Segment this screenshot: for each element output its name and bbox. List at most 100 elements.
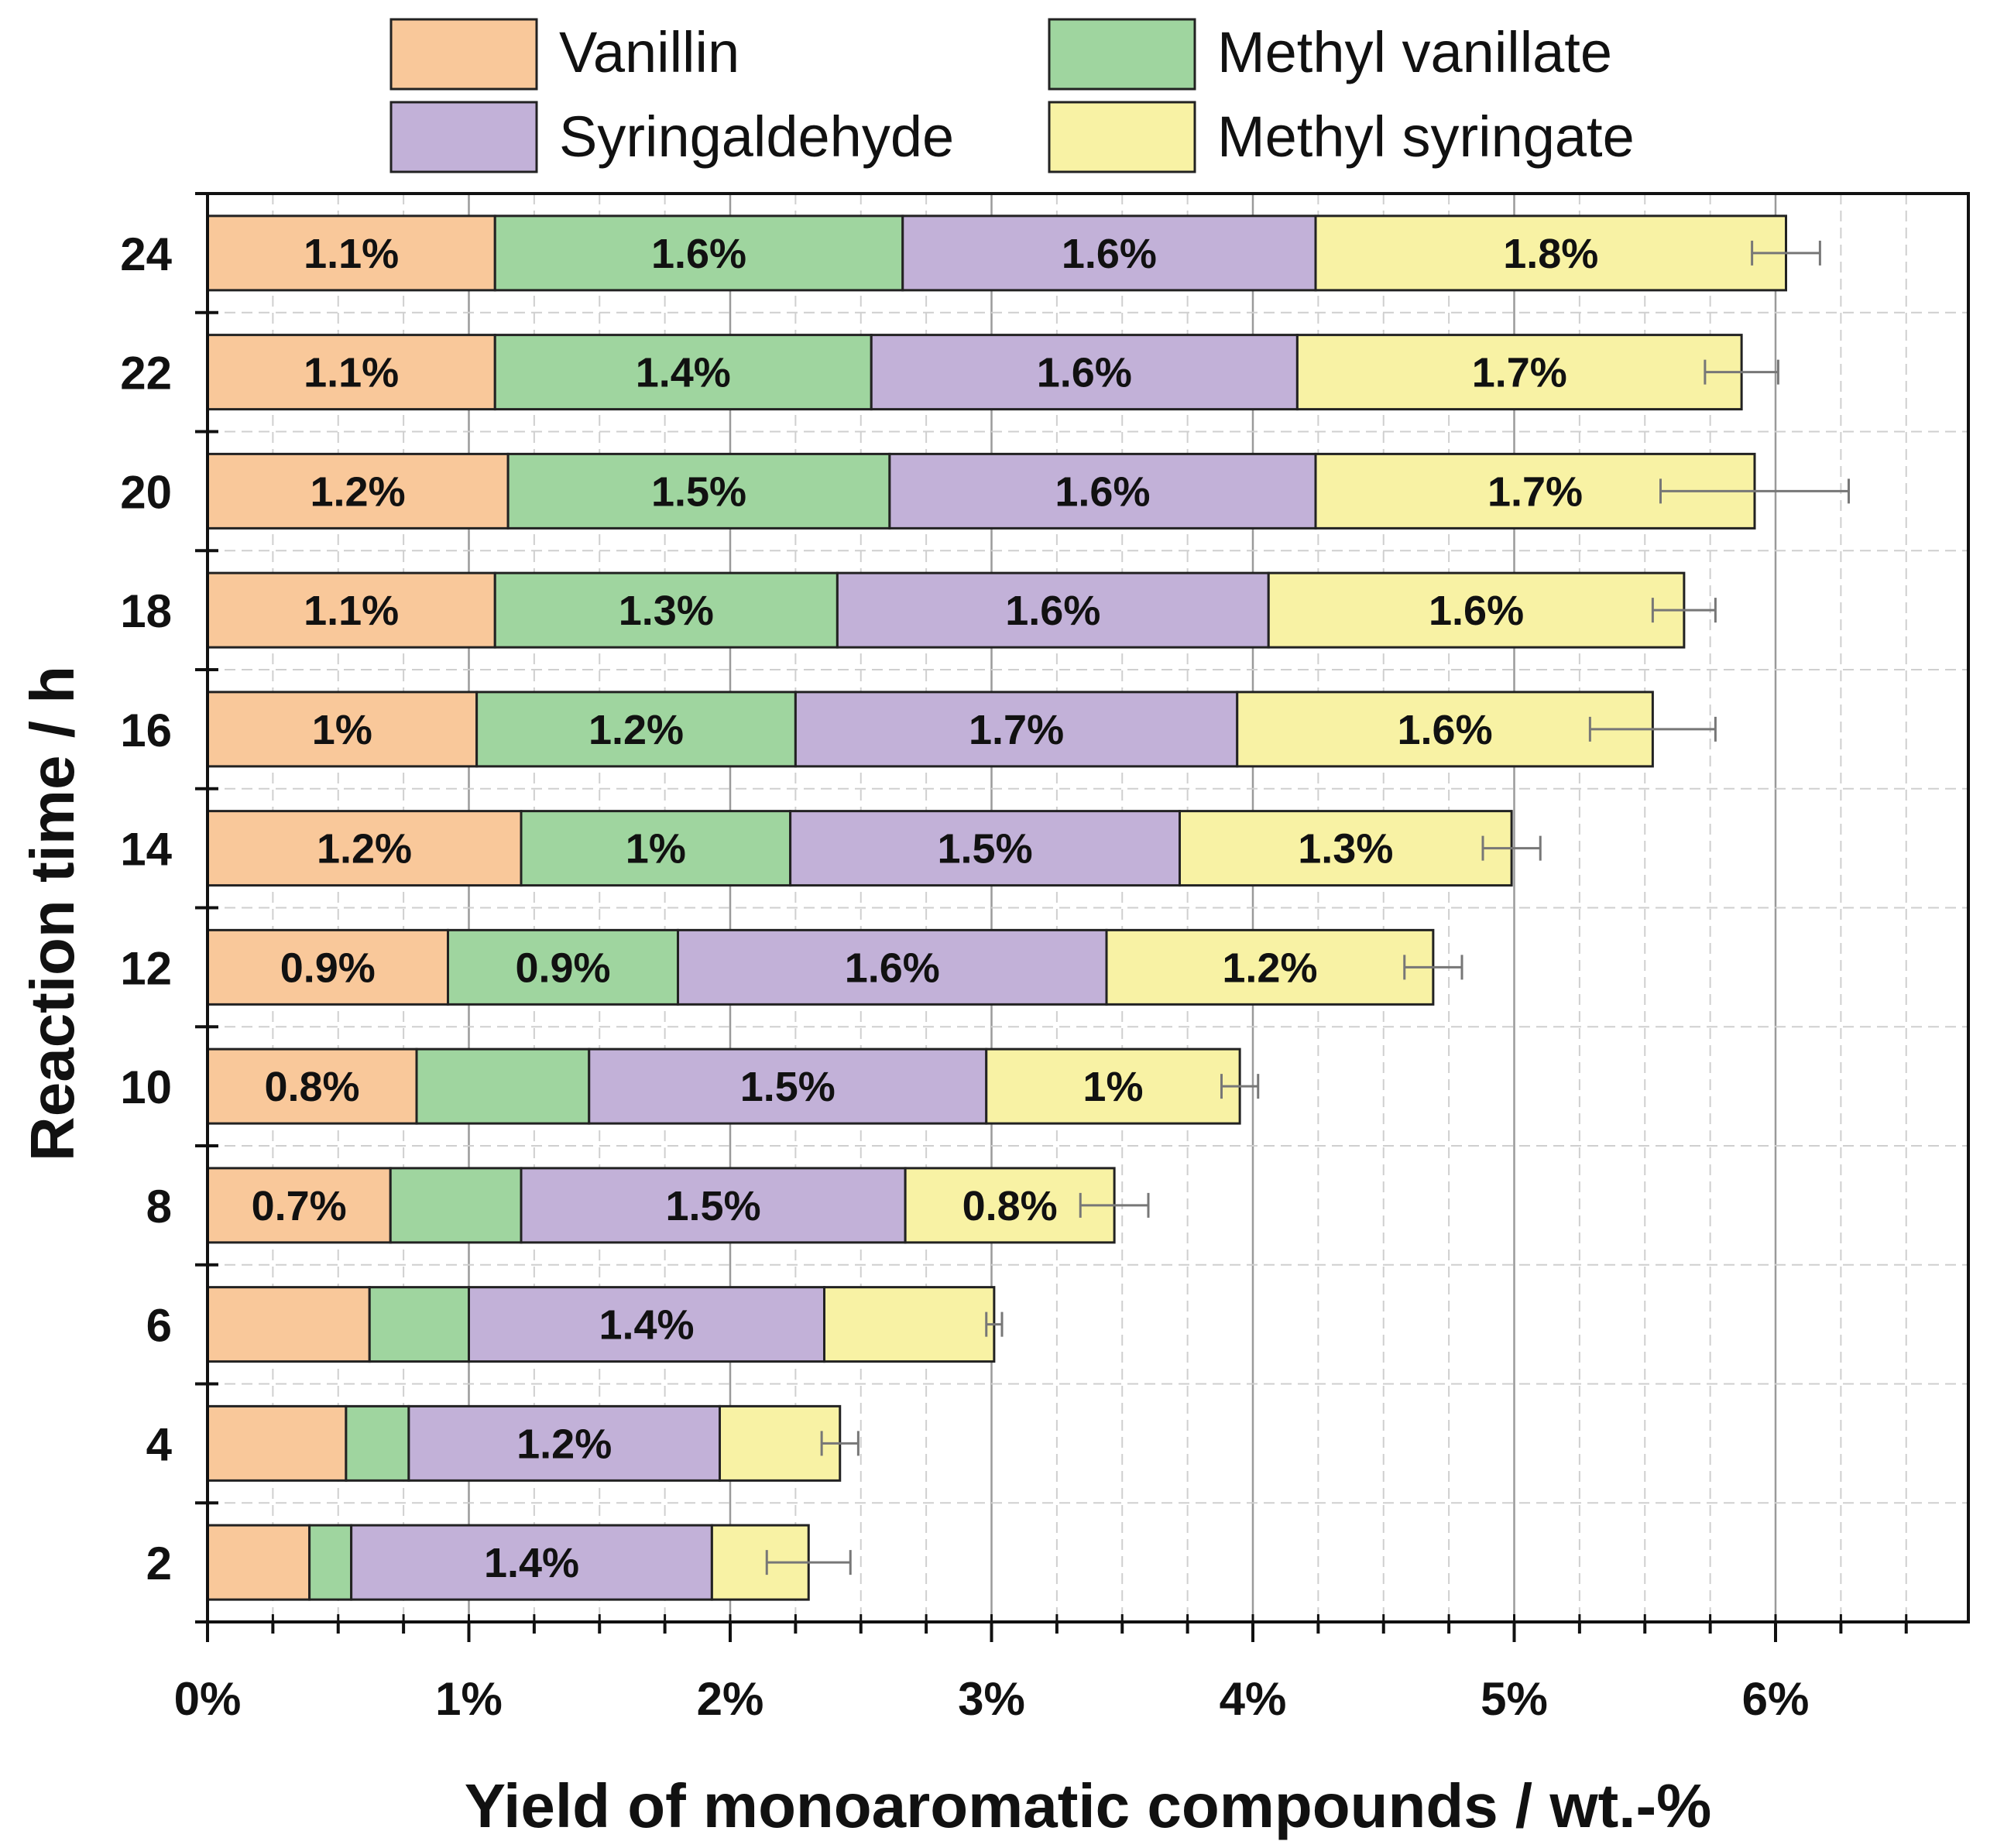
legend: Vanillin Methyl vanillate Syringaldehyde Me… <box>389 18 1635 173</box>
bar-segment-label: 1.6% <box>1398 707 1493 753</box>
y-axis-title: Reaction time / h <box>18 666 87 1161</box>
error-bar <box>1220 1074 1260 1099</box>
bar-segment-label: 1.3% <box>619 588 714 634</box>
error-bar <box>1588 716 1717 742</box>
bar-segment-label: 1.6% <box>1037 350 1132 396</box>
legend-entry: Methyl syringate <box>1048 101 1635 173</box>
bar-segment-label: 1.2% <box>588 707 684 753</box>
bar-segment <box>870 334 1299 411</box>
bar-segment <box>1236 691 1654 768</box>
bar-segment-label: 1% <box>626 826 686 873</box>
bar-segment <box>345 1404 410 1482</box>
bar-segment <box>1295 334 1743 411</box>
bar-segment <box>206 1047 418 1125</box>
error-bar <box>1079 1192 1150 1218</box>
bar-segment-label: 1.4% <box>636 350 731 396</box>
y-tick-label: 24 <box>120 228 172 280</box>
bar-segment <box>1267 571 1686 649</box>
bar-segment-label: 1.6% <box>1005 588 1100 634</box>
bar-segment-label: 1.8% <box>1503 231 1598 277</box>
bar-segment <box>789 810 1181 887</box>
bar-segment-label: 1% <box>312 707 372 753</box>
legend-label: Vanillin <box>559 20 739 84</box>
bar-segment-label: 1.7% <box>1487 468 1583 515</box>
bar-segment-label: 1.5% <box>740 1064 836 1110</box>
bar-segment <box>520 1167 907 1244</box>
bar-segment <box>206 1524 311 1601</box>
x-tick-label: 3% <box>958 1673 1025 1725</box>
bar-segment <box>1179 810 1513 887</box>
bar-segment <box>823 1286 996 1363</box>
x-tick-label: 1% <box>435 1673 503 1725</box>
bar-segment <box>206 214 496 292</box>
bar-segment-label: 1.6% <box>1062 231 1157 277</box>
bar-segment <box>1314 214 1787 292</box>
bar-segment-label: 1.4% <box>599 1302 694 1349</box>
legend-swatch <box>1048 101 1196 173</box>
bar-segment <box>794 691 1239 768</box>
error-bars <box>765 240 1850 1575</box>
error-bar <box>1751 240 1821 266</box>
legend-entry: Methyl vanillate <box>1048 18 1612 91</box>
bar-segment-label: 1.2% <box>311 468 406 515</box>
bar-segment <box>506 452 891 530</box>
y-tick-label: 10 <box>120 1061 172 1113</box>
bar-segment <box>493 214 904 292</box>
bar-segment-label: 1.7% <box>1472 350 1567 396</box>
bar-segment-label: 1.1% <box>304 350 399 396</box>
bar-segment <box>447 928 679 1006</box>
error-bar <box>1481 835 1542 861</box>
legend-swatch <box>1048 18 1196 91</box>
x-tick-label: 0% <box>174 1673 242 1725</box>
bar-segment <box>1105 928 1435 1006</box>
bars: 1.1% 1.6% 1.6% 1.8% 1.1% 1.4% 1.6% 1.7% 1.2% 1.5%… <box>206 214 1787 1601</box>
error-bar <box>1651 598 1717 623</box>
legend-label: Syringaldehyde <box>559 105 954 169</box>
bar-segment-label: 1.6% <box>651 231 746 277</box>
bar-segment <box>206 1286 371 1363</box>
y-tick-label: 16 <box>120 705 172 756</box>
bar-segment <box>206 810 523 887</box>
legend-swatch <box>389 101 538 173</box>
x-axis-title: Yield of monoaromatic compounds / wt.-% <box>465 1771 1711 1840</box>
bar-segment-label: 1.6% <box>845 945 940 991</box>
bar-segment <box>588 1047 988 1125</box>
bar-segment <box>888 452 1317 530</box>
error-bar <box>1403 955 1463 980</box>
bar-segment <box>985 1047 1241 1125</box>
legend-entry: Vanillin <box>389 18 739 91</box>
x-tick-label: 2% <box>697 1673 764 1725</box>
y-tick-label: 2 <box>146 1538 172 1589</box>
bar-segment-label: 1.6% <box>1429 588 1524 634</box>
bar-segment <box>493 571 839 649</box>
y-tick-label: 20 <box>120 466 172 518</box>
bar-segment <box>368 1286 470 1363</box>
bar-segment <box>206 691 479 768</box>
bar-segment-label: 0.9% <box>280 945 376 991</box>
bar-segment <box>389 1167 523 1244</box>
bar-segment <box>415 1047 591 1125</box>
grid <box>208 194 1968 1622</box>
bar-segment-label: 1.4% <box>484 1540 579 1586</box>
bar-segment <box>520 810 792 887</box>
bar-segment <box>677 928 1108 1006</box>
bar-segment <box>493 334 873 411</box>
legend-entry: Syringaldehyde <box>389 101 954 173</box>
bar-segment-label: 1.3% <box>1298 826 1393 873</box>
error-bar <box>820 1431 860 1456</box>
bar-segment-label: 1.5% <box>666 1183 761 1229</box>
x-tick-label: 6% <box>1742 1673 1810 1725</box>
legend-label: Methyl syringate <box>1217 105 1635 169</box>
y-tick-label: 18 <box>120 585 172 637</box>
bar-segment-label: 1.7% <box>969 707 1064 753</box>
bar-segment-label: 0.8% <box>264 1064 359 1110</box>
bar-segment <box>719 1404 842 1482</box>
bar-segment-label: 1.1% <box>304 231 399 277</box>
y-tick-label: 6 <box>146 1300 172 1352</box>
legend-label: Methyl vanillate <box>1217 20 1612 84</box>
bar-segment-label: 0.8% <box>962 1183 1058 1229</box>
y-tick-label: 4 <box>146 1418 173 1470</box>
y-tick-label: 14 <box>120 824 172 876</box>
y-tick-label: 8 <box>146 1181 172 1233</box>
